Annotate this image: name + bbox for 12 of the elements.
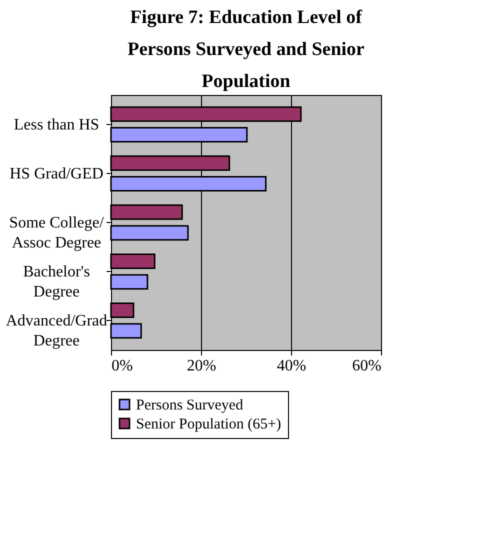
x-tick-label: 60%: [352, 358, 382, 374]
x-tick-label: 40%: [276, 358, 306, 374]
legend-label: Senior Population (65+): [136, 416, 282, 432]
y-tick-label: Some College/ Assoc Degree: [9, 214, 104, 252]
y-tick-label: Bachelor's Degree: [23, 264, 90, 301]
chart-title: Figure 7: Education Level of Persons Surveyed and Senior Population: [128, 7, 366, 92]
y-tick-label: Advanced/Grad Degree: [6, 312, 108, 350]
y-tick-label: Less than HS: [14, 116, 100, 134]
y-tick-label: HS Grad/GED: [10, 165, 104, 182]
x-tick-label: 0%: [112, 358, 133, 374]
legend-label: Persons Surveyed: [136, 398, 244, 414]
x-tick-label: 20%: [186, 358, 216, 374]
